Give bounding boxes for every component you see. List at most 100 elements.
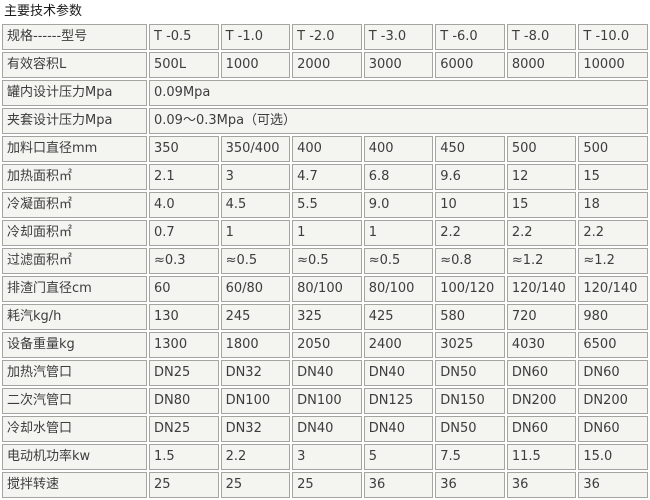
value-cell: T -0.5: [149, 24, 219, 50]
row-label-cell: 加料口直径mm: [2, 136, 147, 162]
value-cell: 10000: [578, 52, 648, 78]
value-cell: 350: [149, 136, 219, 162]
value-cell: 7.5: [435, 444, 505, 470]
value-cell: 25: [292, 472, 362, 498]
row-label-cell: 搅拌转速: [2, 472, 147, 498]
value-cell: 8000: [506, 52, 577, 78]
table-row: 二次汽管口 DN80 DN100 DN100 DN125 DN150 DN200 DN200: [2, 388, 648, 414]
value-cell: 6500: [578, 332, 648, 358]
row-label-cell: 加热汽管口: [2, 360, 147, 386]
value-cell: 1.5: [149, 444, 219, 470]
table-row: 有效容积L 500L 1000 2000 3000 6000 8000 10000: [2, 52, 648, 78]
value-cell: DN60: [506, 416, 577, 442]
value-cell: 15: [506, 192, 577, 218]
row-label-cell: 规格------型号: [2, 24, 147, 50]
value-cell: 6000: [435, 52, 505, 78]
value-cell: DN50: [435, 360, 505, 386]
value-cell: 325: [292, 304, 362, 330]
value-cell: 60/80: [220, 276, 291, 302]
value-cell: DN100: [220, 388, 291, 414]
value-cell: ≈1.2: [578, 248, 648, 274]
value-cell: DN40: [363, 360, 434, 386]
value-cell: 2.2: [506, 220, 577, 246]
value-cell: DN40: [292, 416, 362, 442]
value-cell: 0.7: [149, 220, 219, 246]
row-label-cell: 耗汽kg/h: [2, 304, 147, 330]
row-label-cell: 二次汽管口: [2, 388, 147, 414]
value-cell: 1800: [220, 332, 291, 358]
table-row: 冷却水管口 DN25 DN32 DN40 DN40 DN50 DN60 DN60: [2, 416, 648, 442]
value-cell: 3: [292, 444, 362, 470]
specs-table: 规格------型号 T -0.5 T -1.0 T -2.0 T -3.0 T -6.0…: [0, 22, 650, 500]
value-cell: DN32: [220, 360, 291, 386]
value-cell: DN80: [149, 388, 219, 414]
value-cell: DN25: [149, 416, 219, 442]
value-cell: 18: [578, 192, 648, 218]
row-label-cell: 加热面积㎡: [2, 164, 147, 190]
value-cell: T -8.0: [506, 24, 577, 50]
value-cell: DN200: [578, 388, 648, 414]
value-cell: 1300: [149, 332, 219, 358]
value-cell: ≈0.8: [435, 248, 505, 274]
value-cell: 400: [292, 136, 362, 162]
row-label-cell: 排渣门直径cm: [2, 276, 147, 302]
value-cell: DN100: [292, 388, 362, 414]
value-cell: ≈0.5: [292, 248, 362, 274]
value-cell: 11.5: [506, 444, 577, 470]
value-cell: 15.0: [578, 444, 648, 470]
value-cell: DN50: [435, 416, 505, 442]
value-cell: 36: [506, 472, 577, 498]
value-cell: 25: [220, 472, 291, 498]
value-cell: DN32: [220, 416, 291, 442]
value-cell: 2.2: [220, 444, 291, 470]
table-row: 设备重量kg 1300 1800 2050 2400 3025 4030 6500: [2, 332, 648, 358]
value-cell: 6.8: [363, 164, 434, 190]
table-row: 加热汽管口 DN25 DN32 DN40 DN40 DN50 DN60 DN60: [2, 360, 648, 386]
table-row: 规格------型号 T -0.5 T -1.0 T -2.0 T -3.0 T -6.0…: [2, 24, 648, 50]
value-cell: 2.2: [578, 220, 648, 246]
page-title: 主要技术参数: [4, 4, 83, 19]
value-cell: 12: [506, 164, 577, 190]
row-label-cell: 过滤面积㎡: [2, 248, 147, 274]
table-row: 加料口直径mm 350 350/400 400 400 450 500 500: [2, 136, 648, 162]
table-row: 冷凝面积㎡ 4.0 4.5 5.5 9.0 10 15 18: [2, 192, 648, 218]
value-cell: DN60: [578, 360, 648, 386]
value-cell: 120/140: [506, 276, 577, 302]
value-cell: 350/400: [220, 136, 291, 162]
value-cell: 0.09～0.3Mpa（可选）: [149, 108, 648, 134]
value-cell: 500: [506, 136, 577, 162]
row-label-cell: 罐内设计压力Mpa: [2, 80, 147, 106]
row-label-cell: 冷却面积㎡: [2, 220, 147, 246]
row-label-cell: 电动机功率kw: [2, 444, 147, 470]
value-cell: 245: [220, 304, 291, 330]
table-row: 搅拌转速 25 25 25 36 36 36 36: [2, 472, 648, 498]
value-cell: 1: [363, 220, 434, 246]
value-cell: 0.09Mpa: [149, 80, 648, 106]
table-row: 加热面积㎡ 2.1 3 4.7 6.8 9.6 12 15: [2, 164, 648, 190]
value-cell: ≈0.3: [149, 248, 219, 274]
value-cell: 130: [149, 304, 219, 330]
row-label-cell: 夹套设计压力Mpa: [2, 108, 147, 134]
value-cell: 720: [506, 304, 577, 330]
table-row: 排渣门直径cm 60 60/80 80/100 80/100 100/120 120/140…: [2, 276, 648, 302]
row-label-cell: 设备重量kg: [2, 332, 147, 358]
row-label-cell: 有效容积L: [2, 52, 147, 78]
row-label-cell: 冷凝面积㎡: [2, 192, 147, 218]
value-cell: 60: [149, 276, 219, 302]
value-cell: T -3.0: [363, 24, 434, 50]
value-cell: 3000: [363, 52, 434, 78]
value-cell: 36: [363, 472, 434, 498]
table-row: 电动机功率kw 1.5 2.2 3 5 7.5 11.5 15.0: [2, 444, 648, 470]
value-cell: 1: [292, 220, 362, 246]
value-cell: 3025: [435, 332, 505, 358]
value-cell: ≈0.5: [363, 248, 434, 274]
value-cell: T -10.0: [578, 24, 648, 50]
table-row: 夹套设计压力Mpa 0.09～0.3Mpa（可选）: [2, 108, 648, 134]
value-cell: 1000: [220, 52, 291, 78]
value-cell: 2.2: [435, 220, 505, 246]
value-cell: 15: [578, 164, 648, 190]
value-cell: 4.5: [220, 192, 291, 218]
row-label-cell: 冷却水管口: [2, 416, 147, 442]
value-cell: 10: [435, 192, 505, 218]
table-row: 耗汽kg/h 130 245 325 425 580 720 980: [2, 304, 648, 330]
